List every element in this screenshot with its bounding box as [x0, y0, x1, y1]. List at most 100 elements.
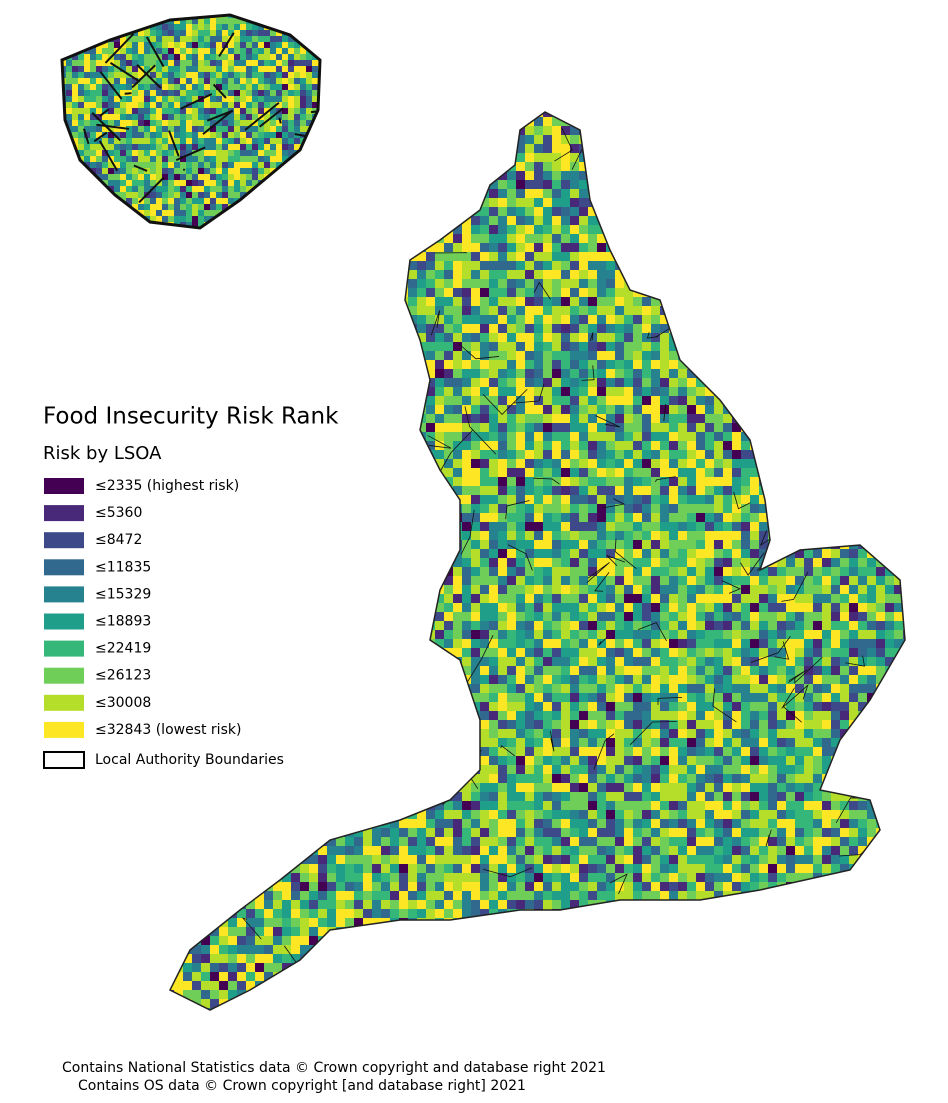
- map-cell: [399, 513, 409, 523]
- map-cell: [435, 225, 445, 235]
- map-cell: [444, 207, 454, 217]
- map-cell: [876, 297, 886, 307]
- map-cell: [804, 216, 814, 226]
- map-cell: [786, 459, 796, 469]
- map-cell: [372, 126, 382, 136]
- map-cell: [336, 297, 346, 307]
- map-cell: [750, 405, 760, 415]
- map-cell: [840, 531, 850, 541]
- map-cell: [237, 441, 247, 451]
- map-cell: [849, 639, 859, 649]
- map-cell: [417, 180, 427, 190]
- map-cell: [408, 288, 418, 298]
- map-cell: [201, 252, 211, 262]
- map-cell: [228, 288, 238, 298]
- map-cell: [498, 198, 508, 208]
- map-cell: [309, 324, 319, 334]
- map-cell: [399, 369, 409, 379]
- map-cell: [561, 387, 571, 397]
- map-cell: [876, 450, 886, 460]
- map-cell: [201, 441, 211, 451]
- map-cell: [327, 369, 337, 379]
- map-cell: [255, 270, 265, 280]
- map-cell: [579, 234, 589, 244]
- map-cell: [345, 306, 355, 316]
- map-cell: [273, 378, 283, 388]
- map-cell: [516, 288, 526, 298]
- map-cell: [759, 234, 769, 244]
- map-cell: [624, 351, 634, 361]
- map-cell: [813, 171, 823, 181]
- map-cell: [894, 450, 904, 460]
- map-cell: [318, 297, 328, 307]
- map-cell: [516, 630, 526, 640]
- map-cell: [813, 369, 823, 379]
- map-cell: [264, 477, 274, 487]
- map-cell: [759, 603, 769, 613]
- map-cell: [606, 405, 616, 415]
- map-cell: [768, 333, 778, 343]
- map-cell: [876, 112, 886, 118]
- map-cell: [732, 621, 742, 631]
- map-cell: [561, 198, 571, 208]
- map-cell: [777, 153, 787, 163]
- map-cell: [768, 432, 778, 442]
- map-cell: [894, 549, 904, 559]
- map-cell: [345, 603, 355, 613]
- map-cell: [651, 558, 661, 568]
- map-cell: [525, 540, 535, 550]
- map-cell: [282, 513, 292, 523]
- map-cell: [372, 252, 382, 262]
- map-cell: [642, 585, 652, 595]
- map-cell: [813, 297, 823, 307]
- map-cell: [390, 189, 400, 199]
- map-cell: [606, 180, 616, 190]
- map-cell: [867, 369, 877, 379]
- map-cell: [507, 279, 517, 289]
- map-cell: [399, 234, 409, 244]
- map-cell: [750, 270, 760, 280]
- map-cell: [849, 117, 859, 127]
- map-cell: [435, 405, 445, 415]
- map-cell: [885, 621, 895, 631]
- map-cell: [552, 351, 562, 361]
- map-cell: [372, 459, 382, 469]
- map-cell: [183, 360, 193, 370]
- map-cell: [525, 441, 535, 451]
- map-cell: [840, 387, 850, 397]
- map-cell: [768, 315, 778, 325]
- map-cell: [552, 315, 562, 325]
- map-cell: [651, 126, 661, 136]
- map-cell: [831, 315, 841, 325]
- map-cell: [228, 522, 238, 532]
- map-cell: [750, 423, 760, 433]
- map-cell: [426, 540, 436, 550]
- map-cell: [822, 324, 832, 334]
- map-cell: [651, 432, 661, 442]
- map-cell: [174, 369, 184, 379]
- map-cell: [849, 288, 859, 298]
- map-cell: [786, 198, 796, 208]
- map-cell: [615, 513, 625, 523]
- map-cell: [480, 387, 490, 397]
- map-cell: [399, 261, 409, 271]
- map-cell: [498, 270, 508, 280]
- map-cell: [462, 360, 472, 370]
- map-cell: [219, 522, 229, 532]
- map-cell: [822, 225, 832, 235]
- map-cell: [858, 441, 868, 451]
- map-cell: [264, 603, 274, 613]
- map-cell: [498, 144, 508, 154]
- map-cell: [318, 612, 328, 622]
- map-cell: [777, 324, 787, 334]
- map-cell: [759, 112, 769, 118]
- map-cell: [786, 594, 796, 604]
- map-cell: [219, 243, 229, 253]
- map-cell: [768, 135, 778, 145]
- map-cell: [246, 216, 256, 226]
- map-cell: [480, 153, 490, 163]
- map-cell: [345, 270, 355, 280]
- map-cell: [696, 603, 706, 613]
- map-cell: [723, 387, 733, 397]
- map-cell: [579, 432, 589, 442]
